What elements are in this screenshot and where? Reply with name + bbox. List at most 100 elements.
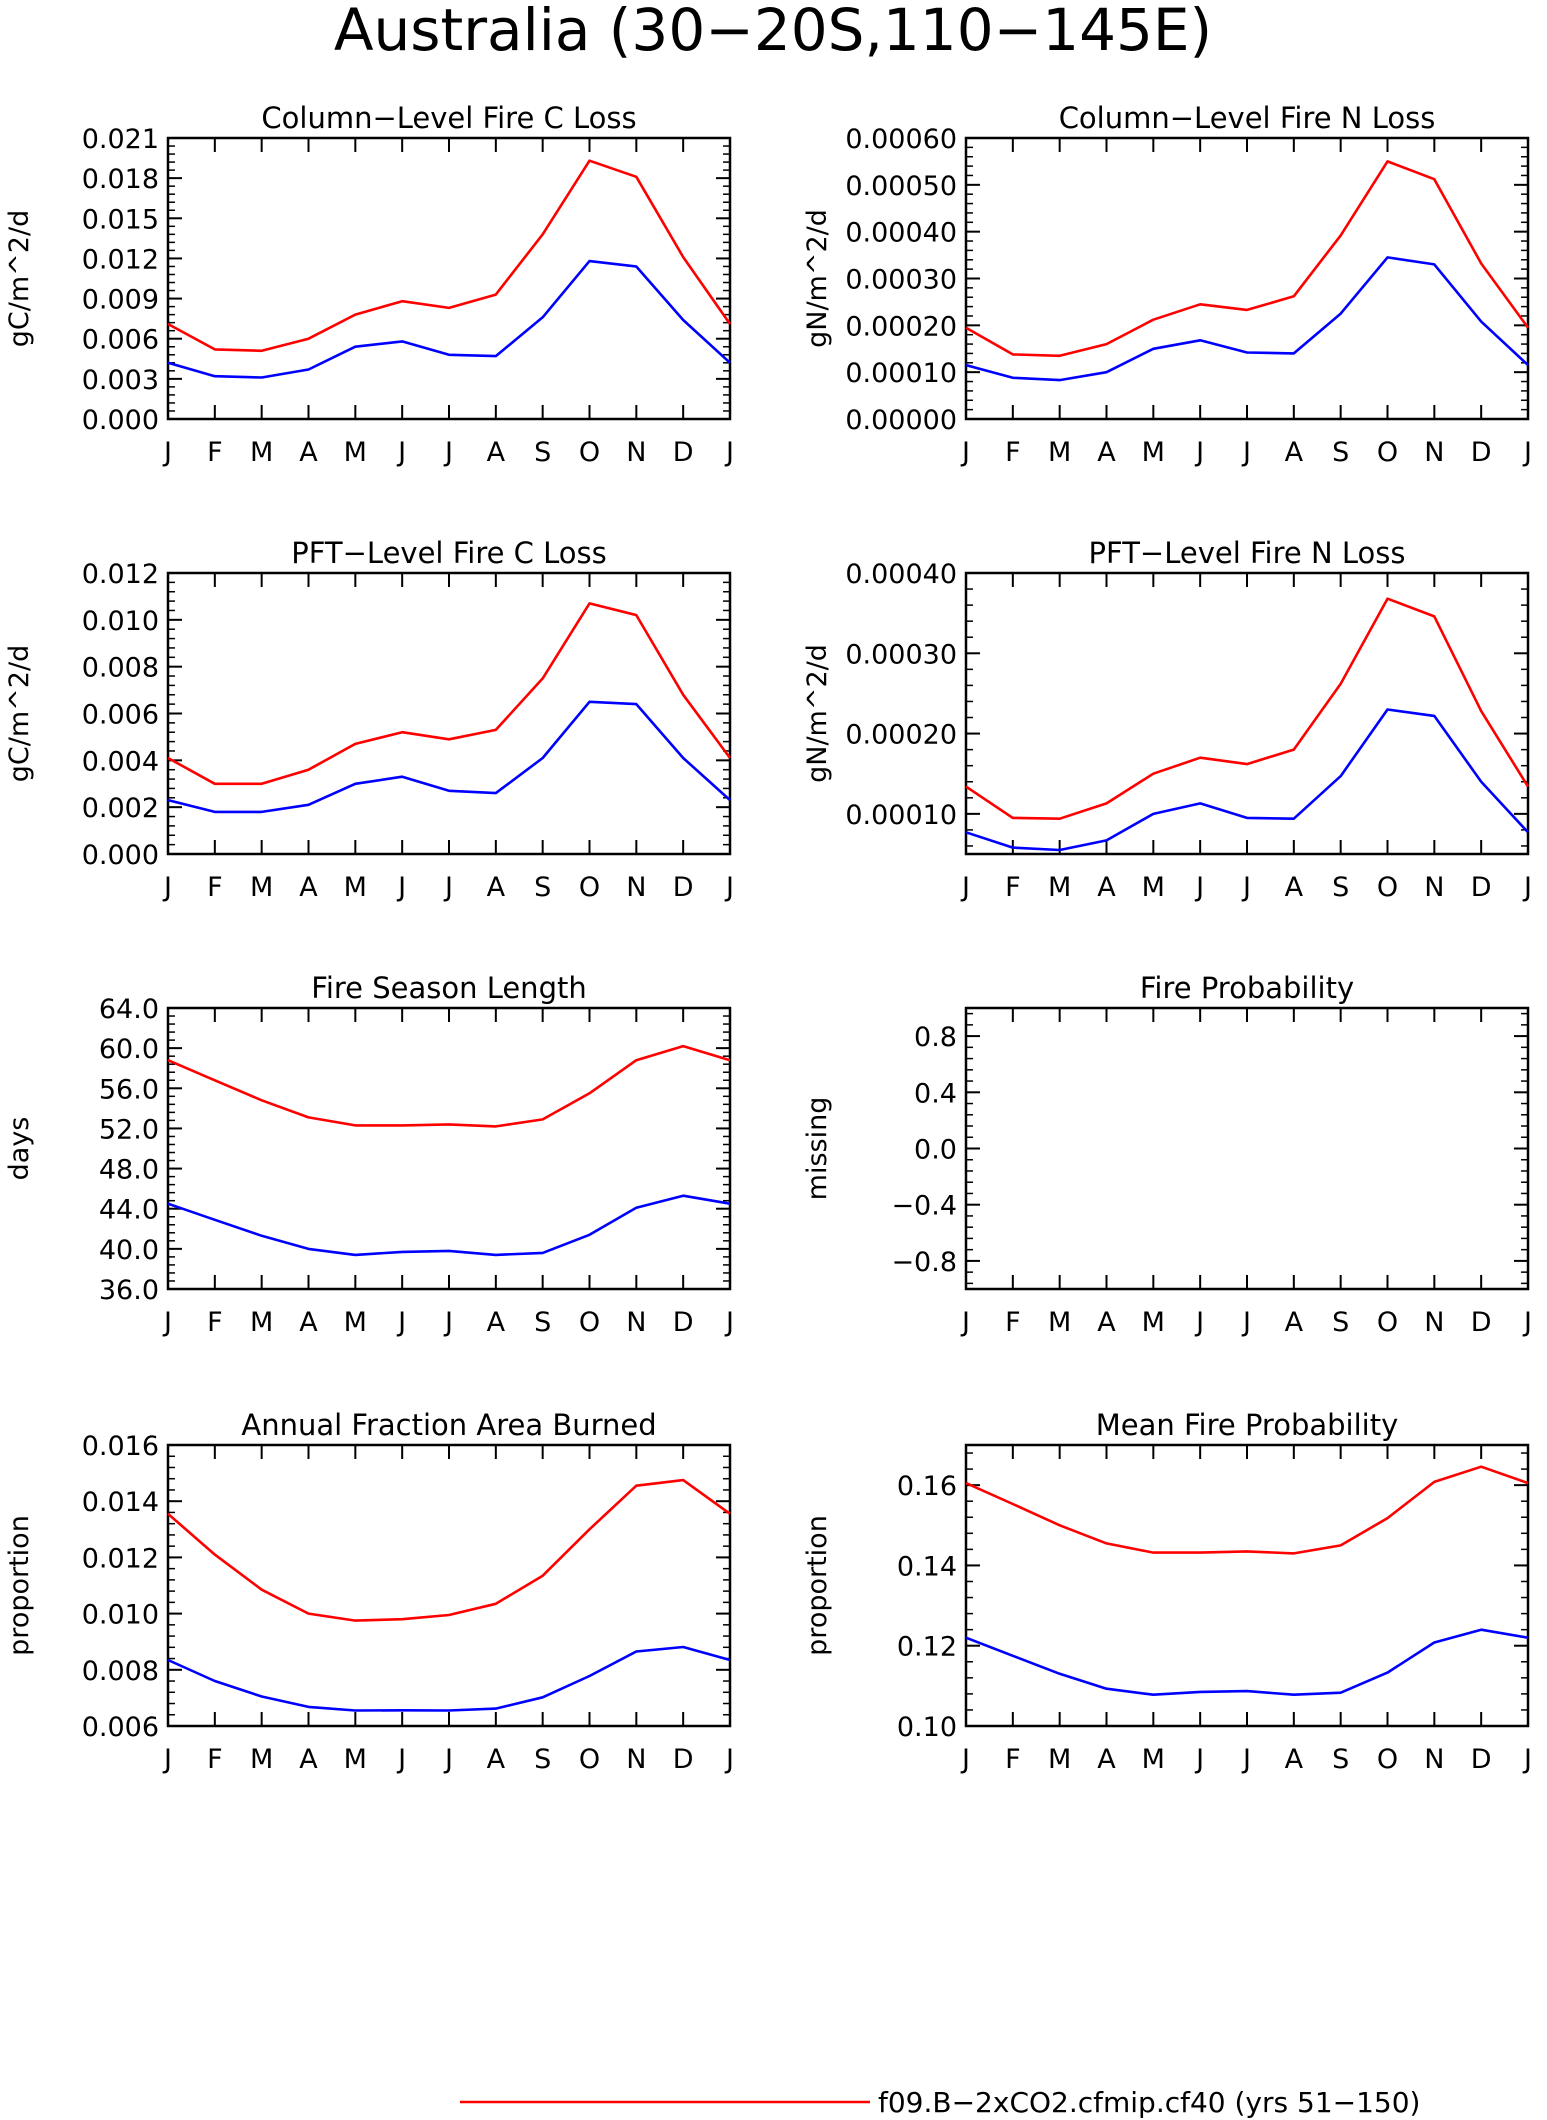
series-line-2 <box>167 1645 731 1712</box>
x-tick-label: J <box>396 1307 406 1338</box>
x-tick-label: J <box>960 1744 970 1775</box>
x-tick-label: M <box>344 1307 367 1338</box>
series-line-2 <box>965 256 1529 382</box>
y-tick-label: 0.00060 <box>845 124 957 155</box>
x-tick-label: J <box>960 1307 970 1338</box>
y-tick-label: 0.16 <box>897 1471 957 1502</box>
x-tick-label: J <box>443 1307 453 1338</box>
y-tick-label: 0.000 <box>82 840 159 871</box>
series-line-1 <box>167 159 732 353</box>
y-tick-label: 60.0 <box>99 1034 159 1065</box>
x-tick-label: N <box>626 1307 646 1338</box>
y-tick-label: 0.00040 <box>845 559 957 590</box>
x-tick-label: N <box>626 872 646 903</box>
x-tick-label: S <box>1332 437 1349 468</box>
panel-7: J F M A M J J A S O N D J0.0060.0080.0100.0120.0140.… <box>4 1408 734 1775</box>
series-line-1 <box>965 160 1530 358</box>
y-tick-label: 0.016 <box>82 1431 159 1462</box>
x-tick-label: D <box>1471 1744 1492 1775</box>
panel-title: Fire Probability <box>1140 971 1354 1005</box>
y-tick-label: 0.021 <box>82 124 159 155</box>
x-tick-label: M <box>250 1307 273 1338</box>
x-tick-label: N <box>1424 437 1444 468</box>
y-tick-label: 0.008 <box>82 1656 159 1687</box>
x-tick-label: F <box>1005 1744 1021 1775</box>
series-line-2 <box>965 708 1529 852</box>
x-tick-label: N <box>1424 872 1444 903</box>
x-tick-label: M <box>1142 872 1165 903</box>
y-tick-label: 0.10 <box>897 1712 957 1743</box>
x-tick-label: F <box>207 1307 223 1338</box>
x-tick-label: J <box>162 872 172 903</box>
x-tick-label: A <box>299 437 318 468</box>
x-tick-label: A <box>487 1307 506 1338</box>
x-tick-label: O <box>1377 1744 1398 1775</box>
x-tick-label: A <box>1285 1307 1304 1338</box>
x-tick-label: J <box>443 437 453 468</box>
x-tick-label: O <box>579 1744 600 1775</box>
y-tick-label: 0.018 <box>82 164 159 195</box>
y-tick-label: 0.00010 <box>845 358 957 389</box>
x-tick-label: F <box>207 437 223 468</box>
y-tick-label: 40.0 <box>99 1235 159 1266</box>
y-axis-label: days <box>4 1117 35 1181</box>
x-tick-label: J <box>396 437 406 468</box>
x-tick-label: A <box>1097 872 1116 903</box>
x-tick-label: J <box>1522 437 1532 468</box>
y-tick-label: 0.012 <box>82 559 159 590</box>
x-tick-label: A <box>487 1744 506 1775</box>
x-tick-label: O <box>1377 1307 1398 1338</box>
series-line-2 <box>167 700 731 814</box>
x-tick-label: O <box>579 437 600 468</box>
x-tick-label: J <box>396 872 406 903</box>
x-tick-label: D <box>673 1744 694 1775</box>
x-tick-label: O <box>1377 872 1398 903</box>
y-tick-label: 0.006 <box>82 700 159 731</box>
x-tick-label: O <box>579 872 600 903</box>
x-tick-label: A <box>1285 437 1304 468</box>
x-tick-label: N <box>626 437 646 468</box>
panel-title: Column−Level Fire N Loss <box>1059 101 1436 135</box>
y-tick-label: 0.00020 <box>845 720 957 751</box>
x-tick-label: J <box>1241 1744 1251 1775</box>
y-tick-label: −0.4 <box>891 1191 957 1222</box>
plot-frame <box>964 136 1530 421</box>
y-tick-label: 0.014 <box>82 1487 159 1518</box>
y-tick-label: 0.00030 <box>845 639 957 670</box>
x-tick-label: D <box>673 1307 694 1338</box>
x-tick-label: J <box>1194 872 1204 903</box>
x-tick-label: J <box>443 872 453 903</box>
x-tick-label: A <box>1097 437 1116 468</box>
x-tick-label: M <box>344 1744 367 1775</box>
series-line-1 <box>167 1478 731 1622</box>
y-axis-label: proportion <box>4 1515 35 1656</box>
x-tick-label: A <box>487 872 506 903</box>
x-tick-label: J <box>1194 1744 1204 1775</box>
series-line-2 <box>965 1628 1529 1696</box>
plot-frame <box>964 1006 1530 1291</box>
series-line-2 <box>167 1194 731 1257</box>
y-axis-label: gN/m^2/d <box>802 209 833 348</box>
x-tick-label: A <box>1285 1744 1304 1775</box>
x-tick-label: J <box>1194 1307 1204 1338</box>
x-tick-label: M <box>250 437 273 468</box>
x-tick-label: J <box>1241 872 1251 903</box>
x-tick-label: A <box>1097 1744 1116 1775</box>
y-tick-label: 48.0 <box>99 1155 159 1186</box>
x-tick-label: N <box>1424 1307 1444 1338</box>
figure-title: Australia (30−20S,110−145E) <box>334 0 1212 64</box>
y-axis-label: gC/m^2/d <box>4 210 35 347</box>
y-tick-label: 0.14 <box>897 1551 957 1582</box>
x-tick-label: M <box>344 872 367 903</box>
legend-label: f09.B−2xCO2.cfmip.cf40 (yrs 51−150) <box>878 2086 1420 2119</box>
x-tick-label: F <box>1005 1307 1021 1338</box>
x-tick-label: F <box>207 872 223 903</box>
series-line-1 <box>167 1044 731 1128</box>
x-tick-label: J <box>1522 1307 1532 1338</box>
x-tick-label: A <box>299 1307 318 1338</box>
x-tick-label: A <box>299 1744 318 1775</box>
series-line-1 <box>965 597 1530 821</box>
y-tick-label: 0.00000 <box>845 405 957 436</box>
x-tick-label: F <box>207 1744 223 1775</box>
x-tick-label: M <box>250 872 273 903</box>
